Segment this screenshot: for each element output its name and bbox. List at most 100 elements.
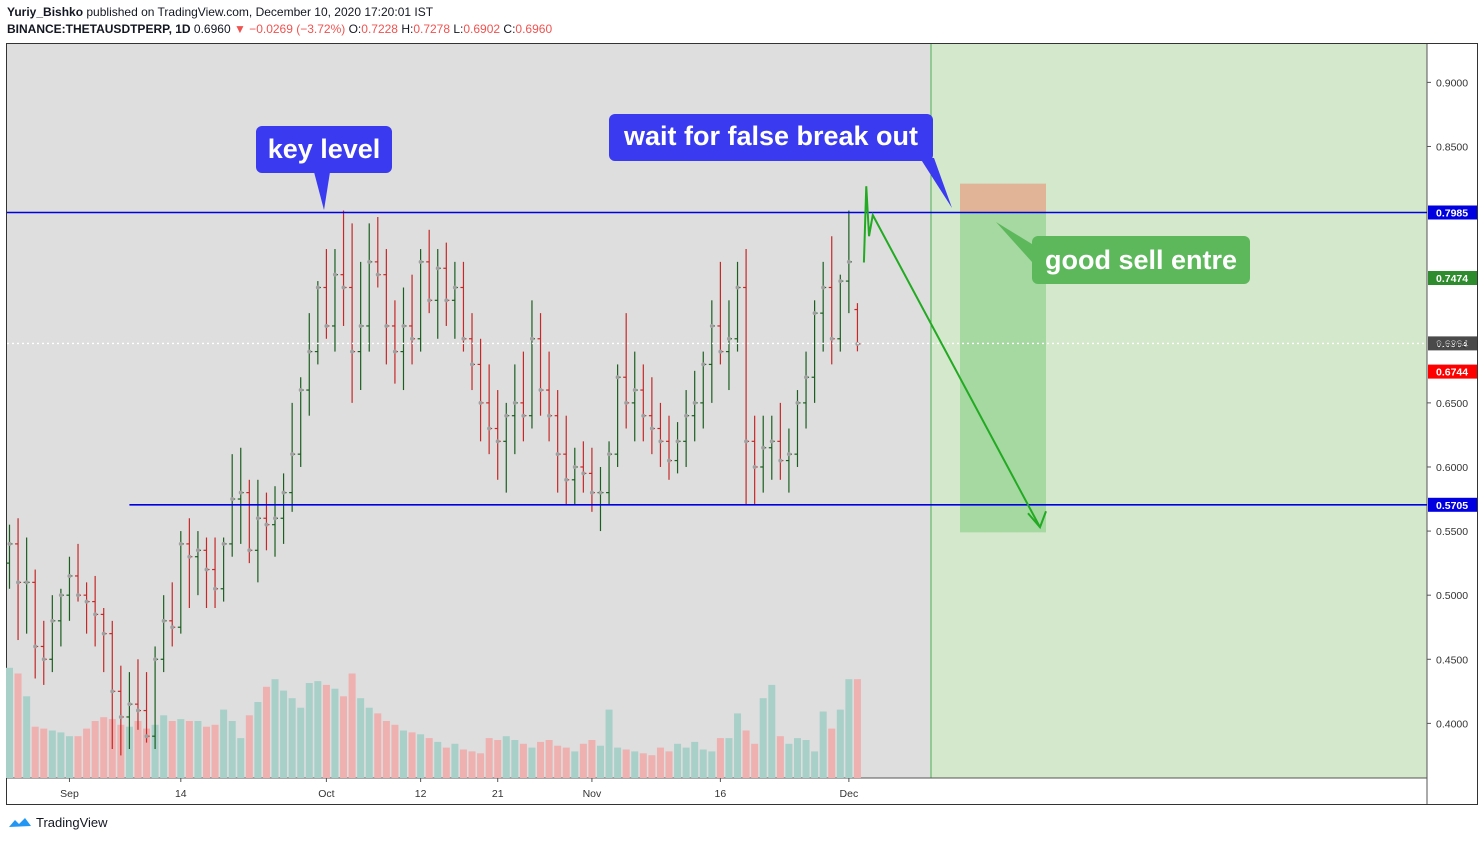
volume-bar	[528, 747, 536, 778]
price-tag: 0.6960	[1436, 339, 1468, 351]
ohlc-bar	[477, 338, 484, 442]
ohlc-close-dot	[178, 541, 183, 546]
ohlc-close-dot	[718, 349, 723, 354]
ohlc-close-dot	[93, 612, 98, 617]
ohlc-bar	[374, 216, 381, 288]
author-name[interactable]: Yuriy_Bishko	[7, 5, 84, 19]
ohlc-bar	[426, 229, 433, 314]
volume-bar	[271, 679, 279, 778]
false-breakout-callout[interactable]: wait for false break out	[609, 114, 933, 161]
ohlc-bar	[785, 428, 792, 493]
volume-bar	[853, 679, 861, 778]
ohlc-bar	[383, 249, 390, 365]
ohlc-close-dot	[110, 689, 115, 694]
price-tag: 0.6964	[1436, 338, 1468, 350]
ohlc-close-dot	[624, 400, 629, 405]
ohlc-bar	[469, 313, 476, 391]
ohlc-bar	[194, 531, 201, 596]
sell-entry-callout[interactable]: good sell entre	[1032, 236, 1250, 284]
ohlc-bar	[32, 569, 39, 679]
key-level-callout[interactable]: key level	[256, 126, 392, 173]
volume-bar	[639, 753, 647, 778]
volume-bar	[382, 721, 390, 778]
stop-loss-zone	[960, 183, 1046, 213]
ohlc-bar	[494, 390, 501, 480]
ohlc-close-dot	[487, 426, 492, 431]
ohlc-bar	[657, 402, 664, 467]
ohlc-close-dot	[255, 516, 260, 521]
ohlc-close-dot	[401, 323, 406, 328]
volume-bar	[23, 696, 31, 778]
ohlc-close-dot	[470, 362, 475, 367]
ohlc-close-dot	[375, 272, 380, 277]
last-price: 0.6960	[193, 22, 231, 36]
ohlc-close-dot	[281, 490, 286, 495]
volume-bar	[742, 730, 750, 778]
ohlc-bar	[237, 447, 244, 544]
ohlc-bar	[451, 261, 458, 339]
ohlc-bar	[768, 415, 775, 480]
ohlc-close-dot	[76, 593, 81, 598]
volume-bar	[314, 681, 322, 778]
ohlc-close-dot	[744, 439, 749, 444]
volume-bar	[100, 717, 108, 778]
ohlc-close-dot	[547, 413, 552, 418]
volume-bar	[340, 696, 348, 778]
ohlc-bar	[100, 607, 107, 673]
ohlc-bar	[15, 518, 22, 641]
volume-bar	[254, 702, 262, 778]
price-tag-bg	[1428, 364, 1477, 379]
ohlc-close-dot	[607, 452, 612, 457]
volume-bar	[211, 724, 219, 778]
ohlc-bar	[220, 537, 227, 602]
volume-bar	[579, 743, 587, 778]
ohlc-close-dot	[692, 400, 697, 405]
ohlc-close-dot	[684, 413, 689, 418]
ohlc-bar	[777, 402, 784, 480]
ohlc-close-dot	[769, 439, 774, 444]
ohlc-bar	[717, 261, 724, 365]
volume-bar	[151, 724, 159, 778]
ohlc-close-dot	[632, 388, 637, 393]
ohlc-close-dot	[341, 285, 346, 290]
ohlc-bar	[537, 313, 544, 416]
ohlc-close-dot	[247, 548, 252, 553]
ohlc-bar	[666, 415, 673, 480]
y-tick-label: 0.6000	[1436, 462, 1468, 474]
y-tick-label: 0.4500	[1436, 654, 1468, 666]
ohlc-bar	[126, 672, 133, 750]
volume-bar	[562, 747, 570, 778]
x-tick-label: Nov	[583, 788, 602, 800]
ohlc-close-dot	[581, 471, 586, 476]
volume-bar	[365, 707, 373, 778]
volume-bar	[793, 738, 801, 778]
ohlc-close-dot	[778, 458, 783, 463]
ohlc-bar	[828, 236, 835, 365]
ohlc-close-dot	[649, 426, 654, 431]
volume-bar	[185, 721, 193, 778]
ohlc-close-dot	[33, 644, 38, 649]
volume-bar	[845, 679, 853, 778]
ohlc-close-dot	[529, 336, 534, 341]
ohlc-close-dot	[101, 631, 106, 636]
ohlc-bar	[588, 447, 595, 512]
ohlc-close-dot	[358, 323, 363, 328]
ohlc-bar	[708, 300, 715, 403]
ohlc-bar	[109, 620, 116, 750]
volume-bar	[434, 741, 442, 778]
ohlc-bar	[169, 582, 176, 647]
ohlc-bar	[691, 370, 698, 442]
tradingview-footer[interactable]: TradingView	[8, 815, 108, 830]
ohlc-close-dot	[221, 541, 226, 546]
ohlc-close-dot	[829, 336, 834, 341]
ohlc-close-dot	[84, 599, 89, 604]
ohlc-bar	[528, 300, 535, 429]
volume-bar	[502, 736, 510, 778]
ohlc-bar	[460, 261, 467, 352]
ohlc-bar	[683, 390, 690, 467]
volume-bar	[691, 741, 699, 778]
ohlc-close-dot	[701, 362, 706, 367]
volume-bar	[622, 749, 630, 778]
volume-bar	[631, 751, 639, 778]
